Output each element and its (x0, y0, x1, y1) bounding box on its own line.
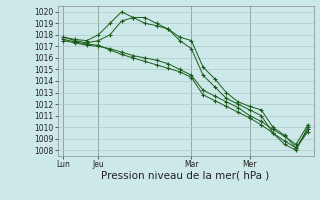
X-axis label: Pression niveau de la mer( hPa ): Pression niveau de la mer( hPa ) (101, 171, 270, 181)
